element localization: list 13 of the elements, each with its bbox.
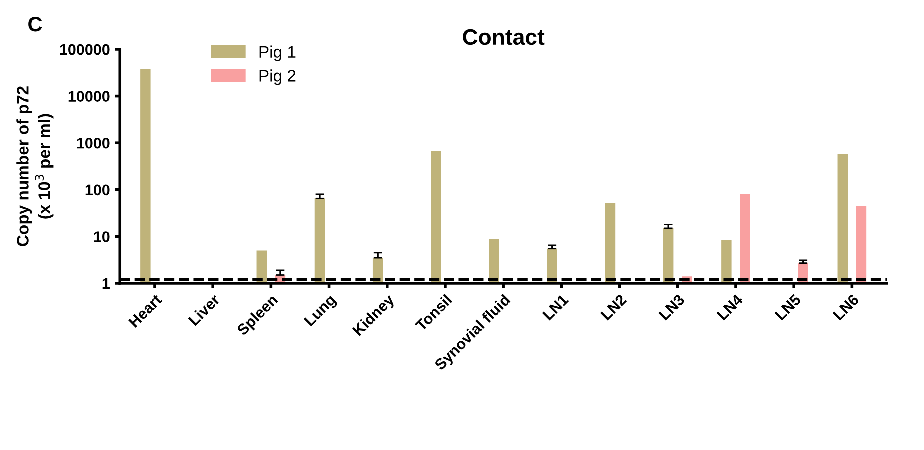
legend-label: Pig 1 xyxy=(260,46,296,62)
x-tick-label: LN3 xyxy=(658,294,686,321)
y-tick-label: 10 xyxy=(94,232,110,242)
x-tick-label: LN1 xyxy=(542,294,570,321)
legend-label: Pig 2 xyxy=(260,70,296,86)
text: C xyxy=(28,16,42,32)
y-tick-label: 100 xyxy=(86,184,110,196)
y-tick-label: 1000 xyxy=(77,138,110,149)
y-tick-label: 1 xyxy=(102,278,110,290)
chart-title: Contact xyxy=(463,29,545,46)
y-axis-title: Copy number of p72 (x 10$^{3}$ per ml) xyxy=(16,86,54,246)
y-tick-label: 10000 xyxy=(68,91,110,102)
y-tick-label: 100000 xyxy=(60,44,110,56)
